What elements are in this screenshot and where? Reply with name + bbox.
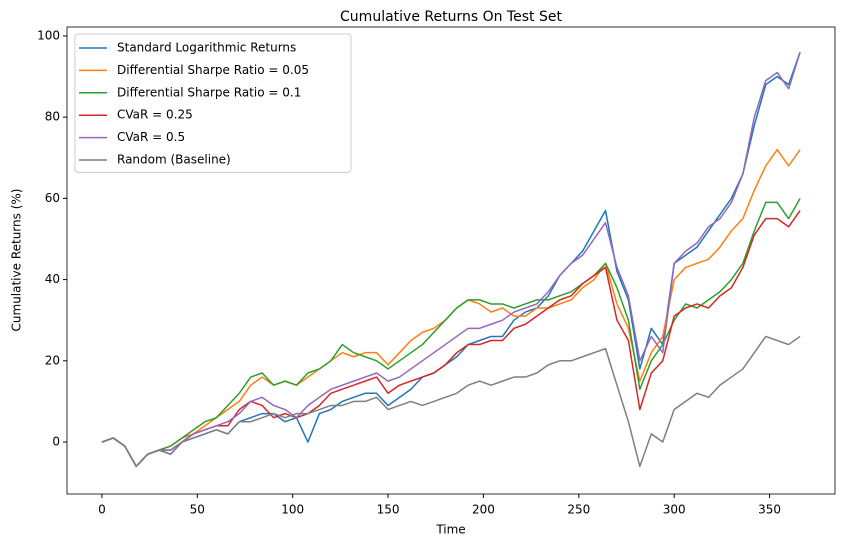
legend-label: Differential Sharpe Ratio = 0.05 [117,63,309,77]
legend-label: Standard Logarithmic Returns [117,41,296,55]
y-tick-label: 20 [45,353,60,367]
y-axis-label: Cumulative Returns (%) [10,189,24,332]
series-line [101,335,801,468]
y-tick-label: 0 [52,435,60,449]
x-tick-label: 300 [663,503,686,517]
legend-label: CVaR = 0.25 [117,108,193,122]
legend-label: CVaR = 0.5 [117,130,185,144]
x-tick-label: 200 [472,503,495,517]
x-tick-label: 50 [190,503,205,517]
x-axis-label: Time [435,523,465,537]
plot-frame [66,26,836,495]
series-line [101,51,801,468]
x-tick-label: 0 [98,503,106,517]
chart-title: Cumulative Returns On Test Set [340,9,562,25]
y-tick-label: 100 [37,28,60,42]
legend-box [74,33,352,173]
y-tick-label: 60 [45,191,60,205]
x-tick-label: 250 [567,503,590,517]
y-tick-label: 40 [45,272,60,286]
x-tick-label: 350 [758,503,781,517]
x-tick-label: 150 [377,503,400,517]
y-tick-label: 80 [45,110,60,124]
x-tick-label: 100 [281,503,304,517]
series-line [101,198,801,468]
legend-label: Differential Sharpe Ratio = 0.1 [117,85,301,99]
legend-label: Random (Baseline) [117,153,231,167]
